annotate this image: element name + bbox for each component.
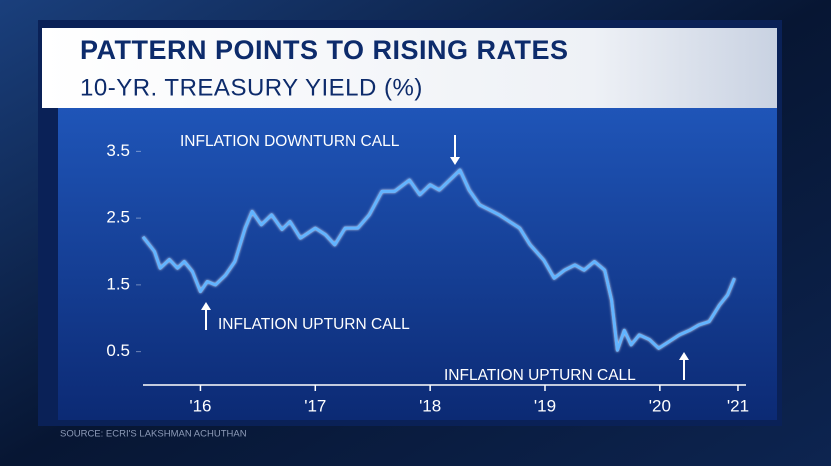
chart-panel: [58, 108, 777, 420]
header-panel: [42, 28, 777, 108]
annotation: INFLATION UPTURN CALL: [444, 367, 636, 384]
annotation: INFLATION DOWNTURN CALL: [180, 133, 400, 150]
chart-subtitle: 10-YR. TREASURY YIELD (%): [80, 74, 423, 101]
y-tick-label: 2.5: [106, 208, 130, 227]
annotation-arrowhead: [201, 302, 211, 310]
annotation-arrowhead: [679, 352, 689, 360]
annotation: INFLATION UPTURN CALL: [218, 316, 410, 333]
annotation-arrowhead: [450, 157, 460, 165]
x-tick-label: '19: [534, 396, 556, 415]
y-tick-label: 3.5: [106, 141, 130, 160]
y-tick-label: 0.5: [106, 341, 130, 360]
y-tick-label: 1.5: [106, 274, 130, 293]
chart-title: PATTERN POINTS TO RISING RATES: [80, 35, 569, 65]
yield-line: [141, 168, 736, 352]
x-tick-label: '17: [304, 396, 326, 415]
x-tick-label: '21: [727, 396, 749, 415]
source-note: SOURCE: ECRI'S LAKSHMAN ACHUTHAN: [60, 429, 247, 440]
x-tick-label: '18: [419, 396, 441, 415]
x-tick-label: '16: [189, 396, 211, 415]
x-tick-label: '20: [649, 396, 671, 415]
